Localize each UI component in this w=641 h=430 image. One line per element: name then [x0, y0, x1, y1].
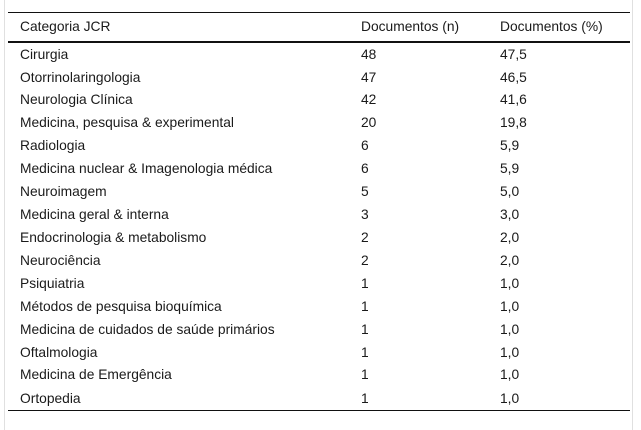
cell-category: Medicina geral & interna	[20, 207, 169, 223]
cell-documents-n: 47	[361, 69, 377, 85]
cell-category: Medicina de Emergência	[20, 367, 172, 383]
table-row: Oftalmologia 1 1,0	[8, 341, 630, 364]
cell-category: Ortopedia	[20, 390, 81, 406]
cell-documents-pct: 41,6	[500, 92, 527, 108]
cell-documents-n: 2	[361, 229, 369, 245]
cell-documents-pct: 46,5	[500, 69, 527, 85]
cell-documents-n: 2	[361, 252, 369, 268]
cell-documents-n: 1	[361, 275, 369, 291]
cell-documents-n: 5	[361, 184, 369, 200]
table-row: Cirurgia 48 47,5	[8, 42, 630, 66]
column-header-documentos-n: Documentos (n)	[361, 12, 500, 43]
column-header-categoria-jcr: Categoria JCR	[8, 12, 361, 43]
cell-documents-n: 42	[361, 92, 377, 108]
cell-documents-n: 3	[361, 207, 369, 223]
cell-documents-pct: 1,0	[500, 321, 520, 337]
table-row: Neurociência 2 2,0	[8, 249, 630, 272]
cell-documents-n: 6	[361, 138, 369, 154]
table-row: Medicina de Emergência 1 1,0	[8, 364, 630, 387]
cell-documents-n: 6	[361, 161, 369, 177]
cell-documents-n: 1	[361, 367, 369, 383]
table-row: Psiquiatria 1 1,0	[8, 272, 630, 295]
cell-documents-n: 1	[361, 298, 369, 314]
jcr-categories-table: Categoria JCR Documentos (n) Documentos …	[8, 12, 630, 411]
cell-documents-pct: 47,5	[500, 46, 527, 62]
cell-category: Psiquiatria	[20, 275, 85, 291]
cell-documents-n: 1	[361, 390, 369, 406]
table-row: Medicina, pesquisa & experimental 20 19,…	[8, 112, 630, 135]
cell-category: Neuroimagem	[20, 184, 107, 200]
cell-documents-pct: 1,0	[500, 390, 520, 406]
cell-category: Medicina nuclear & Imagenologia médica	[20, 161, 273, 177]
cell-category: Medicina de cuidados de saúde primários	[20, 321, 275, 337]
table-row: Otorrinolaringologia 47 46,5	[8, 66, 630, 89]
table-row: Medicina geral & interna 3 3,0	[8, 203, 630, 226]
column-header-documentos-pct: Documentos (%)	[500, 12, 630, 43]
cell-category: Radiologia	[20, 138, 86, 154]
cell-documents-pct: 5,9	[500, 161, 520, 177]
cell-documents-pct: 5,0	[500, 184, 520, 200]
cell-documents-pct: 2,0	[500, 229, 520, 245]
cell-category: Cirurgia	[20, 46, 69, 62]
table-row: Métodos de pesquisa bioquímica 1 1,0	[8, 295, 630, 318]
table-row: Ortopedia 1 1,0	[8, 387, 630, 411]
header-row: Categoria JCR Documentos (n) Documentos …	[8, 12, 630, 43]
cell-category: Neurologia Clínica	[20, 92, 133, 108]
cell-documents-pct: 19,8	[500, 115, 527, 131]
cell-documents-pct: 1,0	[500, 344, 520, 360]
cell-documents-n: 20	[361, 115, 377, 131]
cell-documents-pct: 5,9	[500, 138, 520, 154]
table-row: Neuroimagem 5 5,0	[8, 181, 630, 204]
cell-documents-pct: 3,0	[500, 207, 520, 223]
table-row: Endocrinologia & metabolismo 2 2,0	[8, 226, 630, 249]
cell-category: Oftalmologia	[20, 344, 98, 360]
table-row: Medicina de cuidados de saúde primários …	[8, 318, 630, 341]
cell-category: Medicina, pesquisa & experimental	[20, 115, 234, 131]
table-row: Radiologia 6 5,9	[8, 135, 630, 158]
cell-category: Neurociência	[20, 252, 101, 268]
cell-category: Otorrinolaringologia	[20, 69, 141, 85]
cell-documents-pct: 2,0	[500, 252, 520, 268]
cell-documents-pct: 1,0	[500, 298, 520, 314]
cell-documents-pct: 1,0	[500, 275, 520, 291]
cell-category: Métodos de pesquisa bioquímica	[20, 298, 222, 314]
cell-documents-n: 48	[361, 46, 377, 62]
cell-documents-pct: 1,0	[500, 367, 520, 383]
table-row: Neurologia Clínica 42 41,6	[8, 89, 630, 112]
cell-documents-n: 1	[361, 344, 369, 360]
cell-category: Endocrinologia & metabolismo	[20, 229, 207, 245]
table-row: Medicina nuclear & Imagenologia médica 6…	[8, 158, 630, 181]
cell-documents-n: 1	[361, 321, 369, 337]
